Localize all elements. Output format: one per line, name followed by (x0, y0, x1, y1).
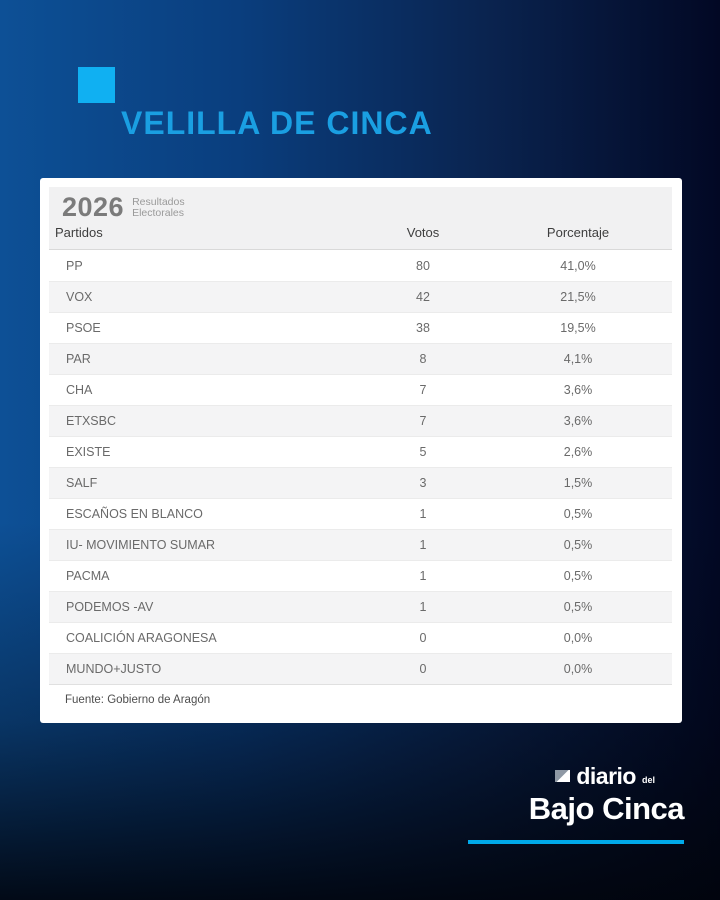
cell-party: ESCAÑOS EN BLANCO (66, 507, 203, 521)
table-row: PP 80 41,0% (49, 250, 672, 281)
cell-party: SALF (66, 476, 98, 490)
cell-percent: 3,6% (563, 414, 593, 428)
page-title: VELILLA DE CINCA (121, 105, 433, 141)
table-row: VOX 42 21,5% (49, 281, 672, 312)
column-header-porcentaje: Porcentaje (546, 225, 610, 240)
cell-votes: 0 (419, 631, 427, 645)
cell-percent: 3,6% (563, 383, 593, 397)
subtitle-line-1: Resultados (132, 195, 185, 208)
table-row: SALF 3 1,5% (49, 467, 672, 498)
card-header: 2026 Resultados Electorales Partidos Vot… (49, 187, 672, 250)
cell-party: VOX (66, 290, 93, 304)
cell-percent: 4,1% (563, 352, 593, 366)
cell-votes: 42 (416, 290, 430, 304)
cell-percent: 0,5% (563, 507, 593, 521)
cell-percent: 1,5% (563, 476, 593, 490)
table-row: CHA 7 3,6% (49, 374, 672, 405)
cell-party: PAR (66, 352, 91, 366)
brand-name: diario (576, 762, 636, 789)
column-header-partidos: Partidos (55, 225, 103, 240)
cell-votes: 0 (419, 662, 427, 676)
cell-votes: 3 (419, 476, 427, 490)
cell-percent: 0,5% (563, 569, 593, 583)
cell-party: PODEMOS -AV (66, 600, 154, 614)
cell-votes: 1 (419, 600, 427, 614)
cell-party: COALICIÓN ARAGONESA (66, 631, 217, 645)
table-row: ETXSBC 7 3,6% (49, 405, 672, 436)
cell-votes: 8 (419, 352, 427, 366)
cell-percent: 19,5% (560, 321, 596, 335)
table-column-headers: Partidos Votos Porcentaje (49, 225, 672, 249)
table-row: PAR 8 4,1% (49, 343, 672, 374)
cell-percent: 21,5% (560, 290, 596, 304)
cell-percent: 0,5% (563, 538, 593, 552)
table-row: PODEMOS -AV 1 0,5% (49, 591, 672, 622)
brand-main-name: Bajo Cinca (528, 791, 685, 826)
cell-percent: 0,0% (563, 631, 593, 645)
cell-votes: 7 (419, 383, 427, 397)
brand-top-line: diario del (555, 763, 655, 789)
source-note: Fuente: Gobierno de Aragón (49, 684, 672, 714)
cell-votes: 38 (416, 321, 430, 335)
cell-votes: 7 (419, 414, 427, 428)
cell-party: PSOE (66, 321, 101, 335)
year-line: 2026 Resultados Electorales (49, 194, 672, 221)
year-label: 2026 (62, 192, 125, 222)
subtitle-line-2: Electorales (132, 206, 185, 219)
table-row: MUNDO+JUSTO 0 0,0% (49, 653, 672, 684)
cell-votes: 80 (416, 258, 430, 273)
results-table: PP 80 41,0% VOX 42 21,5% PSOE 38 19,5% PAR 8 4,1% CH… (49, 250, 672, 684)
table-row: ESCAÑOS EN BLANCO 1 0,5% (49, 498, 672, 529)
diario-logo-icon (555, 770, 571, 782)
table-row: EXISTE 5 2,6% (49, 436, 672, 467)
cell-party: IU- MOVIMIENTO SUMAR (66, 538, 216, 552)
cell-votes: 1 (419, 538, 427, 552)
cell-percent: 0,0% (563, 662, 593, 676)
cell-percent: 41,0% (560, 258, 596, 273)
accent-square (78, 67, 115, 103)
cell-percent: 2,6% (563, 445, 593, 459)
cell-party: PACMA (66, 569, 110, 583)
results-card: 2026 Resultados Electorales Partidos Vot… (40, 178, 682, 723)
brand-logo: diario del Bajo Cinca (468, 763, 685, 844)
brand-underline (468, 840, 684, 844)
column-header-votos: Votos (406, 225, 440, 240)
cell-party: PP (66, 258, 83, 273)
cell-percent: 0,5% (563, 600, 593, 614)
brand-del: del (641, 775, 655, 785)
cell-party: MUNDO+JUSTO (66, 662, 162, 676)
table-row: IU- MOVIMIENTO SUMAR 1 0,5% (49, 529, 672, 560)
table-row: PSOE 38 19,5% (49, 312, 672, 343)
cell-votes: 1 (419, 507, 427, 521)
cell-party: EXISTE (66, 445, 111, 459)
cell-votes: 1 (419, 569, 427, 583)
card-subtitle: Resultados Electorales (132, 195, 185, 219)
table-row: COALICIÓN ARAGONESA 0 0,0% (49, 622, 672, 653)
cell-party: CHA (66, 383, 93, 397)
table-row: PACMA 1 0,5% (49, 560, 672, 591)
cell-votes: 5 (419, 445, 427, 459)
cell-party: ETXSBC (66, 414, 117, 428)
